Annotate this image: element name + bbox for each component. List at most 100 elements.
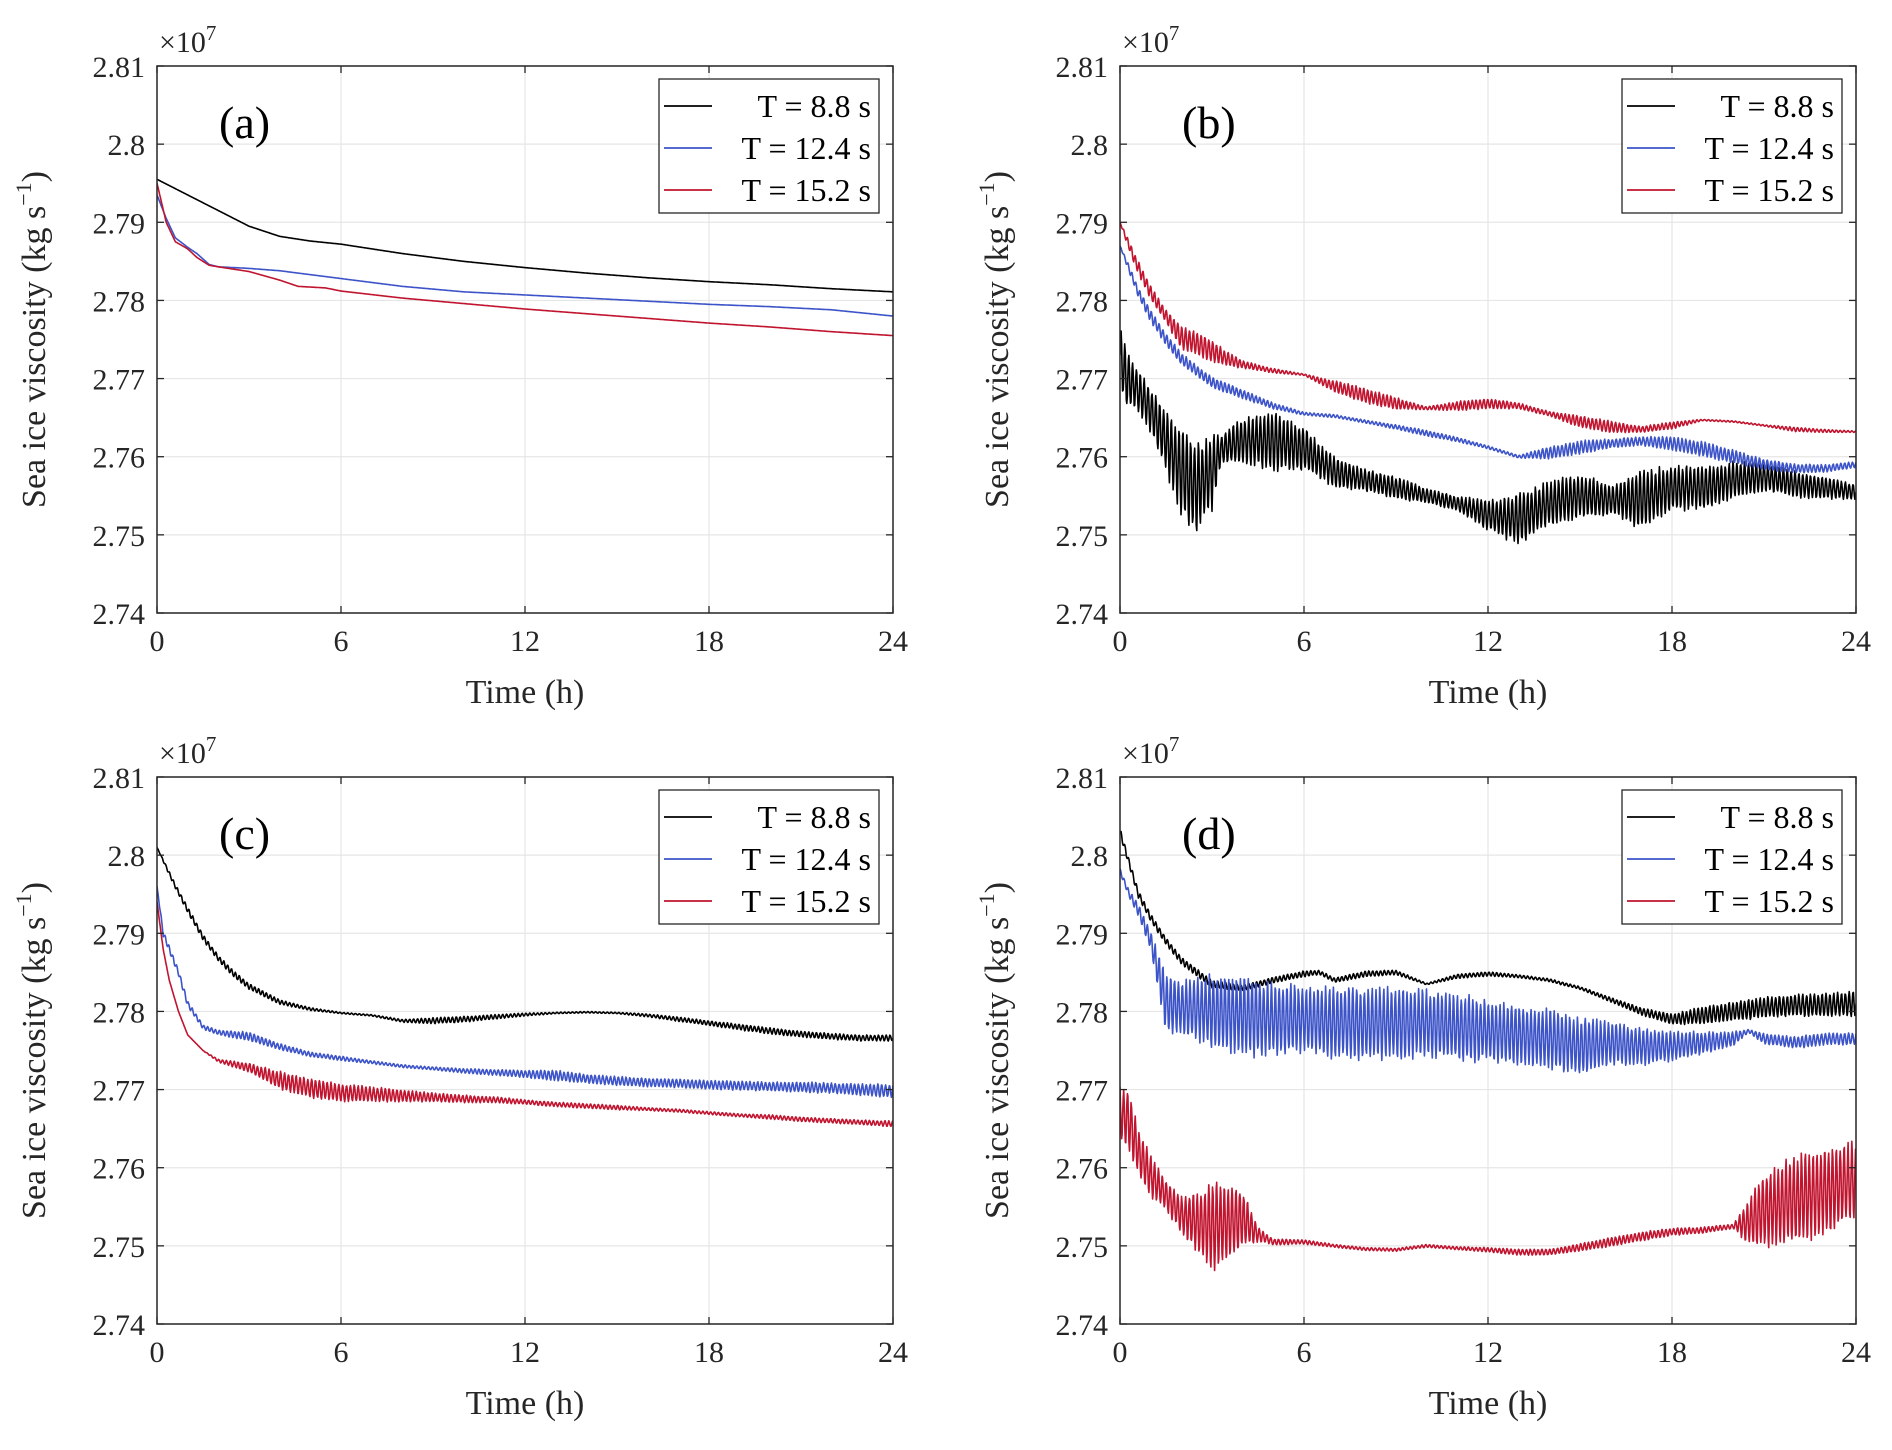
series-line-1 bbox=[1120, 830, 1856, 1026]
x-tick-label: 6 bbox=[334, 1336, 349, 1369]
x-tick-label: 6 bbox=[334, 625, 349, 658]
panel-d: 0 6 12 18 24 2.74 2.75 2.76 2.77 2.78 2.79 2.8 2.81 ×… bbox=[974, 732, 1871, 1422]
legend: T = 8.8 s T = 12.4 s T = 15.2 s bbox=[1621, 78, 1843, 214]
x-tick-label: 6 bbox=[1297, 1336, 1312, 1369]
x-axis-label: Time (h) bbox=[1429, 1385, 1548, 1422]
y-tick-label: 2.75 bbox=[1056, 1231, 1109, 1264]
y-axis-label: Sea ice viscosity (kg s−1) bbox=[974, 171, 1016, 508]
x-tick-label: 18 bbox=[1657, 625, 1687, 658]
y-tick-label: 2.79 bbox=[1056, 207, 1109, 240]
series-group bbox=[157, 178, 893, 337]
legend-entry-label: T = 15.2 s bbox=[1705, 883, 1834, 919]
series-line-3 bbox=[157, 901, 893, 1128]
x-axis-label: Time (h) bbox=[466, 1385, 585, 1422]
legend-entry-label: T = 15.2 s bbox=[742, 883, 871, 919]
y-exponent-label: ×107 bbox=[159, 21, 216, 59]
y-axis-label: Sea ice viscosity (kg s−1) bbox=[11, 171, 53, 508]
y-tick-label: 2.77 bbox=[1056, 1075, 1109, 1108]
y-tick-label: 2.75 bbox=[93, 1231, 146, 1264]
y-tick-label: 2.8 bbox=[108, 129, 146, 162]
panel-a: 0 6 12 18 24 2.74 2.75 2.76 2.77 2.78 2.79 2.8 2.81 ×… bbox=[11, 21, 908, 711]
panel-label: (b) bbox=[1182, 97, 1236, 148]
y-tick-label: 2.79 bbox=[93, 918, 146, 951]
y-tick-label: 2.76 bbox=[93, 1153, 146, 1186]
y-tick-label: 2.79 bbox=[1056, 918, 1109, 951]
series-line-3 bbox=[157, 183, 893, 337]
y-exponent-label: ×107 bbox=[1122, 732, 1179, 770]
series-line-2 bbox=[1120, 245, 1856, 474]
legend-entry-label: T = 15.2 s bbox=[1705, 172, 1834, 208]
y-tick-label: 2.74 bbox=[93, 598, 146, 631]
y-tick-label: 2.78 bbox=[1056, 285, 1109, 318]
y-tick-label: 2.77 bbox=[93, 1075, 146, 1108]
series-line-2 bbox=[1120, 868, 1856, 1074]
legend-entry-label: T = 8.8 s bbox=[758, 799, 871, 835]
y-tick-label: 2.81 bbox=[93, 51, 146, 84]
y-tick-label: 2.75 bbox=[93, 520, 146, 553]
legend: T = 8.8 s T = 12.4 s T = 15.2 s bbox=[1621, 789, 1843, 925]
y-tick-label: 2.79 bbox=[93, 207, 146, 240]
y-tick-label: 2.8 bbox=[108, 840, 146, 873]
y-tick-label: 2.81 bbox=[1056, 51, 1109, 84]
y-tick-label: 2.77 bbox=[1056, 364, 1109, 397]
x-tick-label: 18 bbox=[1657, 1336, 1687, 1369]
panel-label: (d) bbox=[1182, 808, 1236, 859]
x-tick-label: 24 bbox=[1841, 625, 1871, 658]
y-tick-label: 2.76 bbox=[1056, 1153, 1109, 1186]
x-tick-label: 24 bbox=[878, 1336, 908, 1369]
y-tick-label: 2.75 bbox=[1056, 520, 1109, 553]
x-tick-label: 12 bbox=[1473, 1336, 1503, 1369]
series-group bbox=[1120, 830, 1856, 1272]
series-line-1 bbox=[157, 846, 893, 1042]
legend-entry-label: T = 12.4 s bbox=[742, 130, 871, 166]
legend-entry-label: T = 15.2 s bbox=[742, 172, 871, 208]
y-tick-label: 2.78 bbox=[93, 285, 146, 318]
x-axis-label: Time (h) bbox=[466, 674, 585, 711]
panel-label: (c) bbox=[219, 808, 270, 859]
series-line-3 bbox=[1120, 1086, 1856, 1272]
x-tick-label: 12 bbox=[510, 1336, 540, 1369]
y-tick-label: 2.8 bbox=[1071, 129, 1109, 162]
legend: T = 8.8 s T = 12.4 s T = 15.2 s bbox=[658, 78, 880, 214]
y-tick-label: 2.74 bbox=[1056, 598, 1109, 631]
x-tick-label: 0 bbox=[1113, 625, 1128, 658]
legend-entry-label: T = 12.4 s bbox=[1705, 130, 1834, 166]
legend-entry-label: T = 8.8 s bbox=[1721, 799, 1834, 835]
legend-entry-label: T = 8.8 s bbox=[1721, 88, 1834, 124]
y-exponent-label: ×107 bbox=[1122, 21, 1179, 59]
x-tick-label: 24 bbox=[878, 625, 908, 658]
series-line-2 bbox=[157, 886, 893, 1099]
x-tick-label: 0 bbox=[150, 625, 165, 658]
grid bbox=[156, 65, 894, 614]
series-group bbox=[157, 846, 893, 1128]
x-axis-label: Time (h) bbox=[1429, 674, 1548, 711]
series-line-1 bbox=[1120, 330, 1856, 545]
x-tick-label: 12 bbox=[510, 625, 540, 658]
y-tick-label: 2.74 bbox=[1056, 1309, 1109, 1342]
y-tick-label: 2.78 bbox=[93, 996, 146, 1029]
series-group bbox=[1120, 221, 1856, 545]
y-tick-label: 2.81 bbox=[93, 762, 146, 795]
legend-entry-label: T = 12.4 s bbox=[1705, 841, 1834, 877]
y-tick-label: 2.81 bbox=[1056, 762, 1109, 795]
y-tick-label: 2.8 bbox=[1071, 840, 1109, 873]
y-tick-label: 2.77 bbox=[93, 364, 146, 397]
y-axis-label: Sea ice viscosity (kg s−1) bbox=[974, 882, 1016, 1219]
x-tick-label: 18 bbox=[694, 1336, 724, 1369]
legend-entry-label: T = 12.4 s bbox=[742, 841, 871, 877]
series-line-1 bbox=[157, 178, 893, 293]
x-tick-label: 0 bbox=[1113, 1336, 1128, 1369]
panel-c: 0 6 12 18 24 2.74 2.75 2.76 2.77 2.78 2.79 2.8 2.81 ×… bbox=[11, 732, 908, 1422]
x-tick-label: 12 bbox=[1473, 625, 1503, 658]
y-tick-label: 2.74 bbox=[93, 1309, 146, 1342]
x-tick-label: 18 bbox=[694, 625, 724, 658]
series-line-3 bbox=[1120, 221, 1856, 434]
y-exponent-label: ×107 bbox=[159, 732, 216, 770]
y-axis-label: Sea ice viscosity (kg s−1) bbox=[11, 882, 53, 1219]
x-tick-label: 24 bbox=[1841, 1336, 1871, 1369]
y-tick-label: 2.78 bbox=[1056, 996, 1109, 1029]
y-tick-label: 2.76 bbox=[1056, 442, 1109, 475]
series-line-2 bbox=[157, 194, 893, 317]
x-tick-label: 0 bbox=[150, 1336, 165, 1369]
